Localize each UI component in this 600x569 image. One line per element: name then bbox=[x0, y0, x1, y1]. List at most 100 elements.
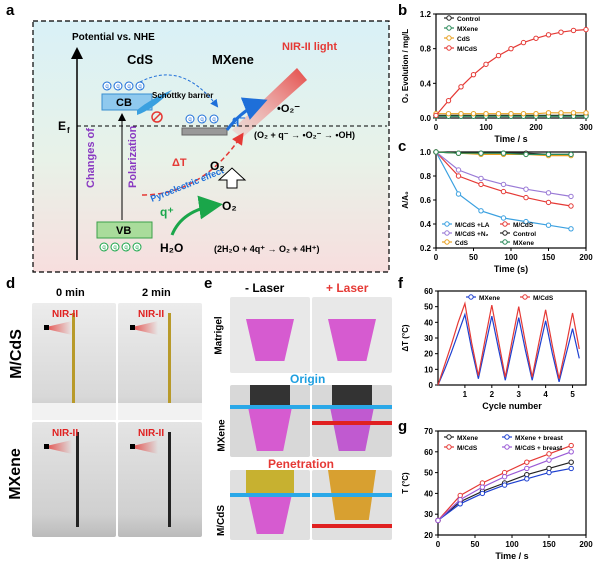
data-point bbox=[568, 193, 574, 200]
photo-mcds-2min: NIR-II bbox=[118, 303, 202, 420]
chart-g: 0 50 100 150 200 20 30 40 50 60 70 Time / s T (°C) MX… bbox=[401, 427, 593, 561]
data-point bbox=[500, 188, 507, 195]
photo-mxene-2min: NIR-II bbox=[118, 422, 202, 537]
panel-label-d: d bbox=[6, 275, 16, 292]
panel-a-diagram: Potential vs. NHE CdS MXene NIR-II light… bbox=[32, 20, 390, 273]
data-point bbox=[570, 27, 577, 34]
legend-marker bbox=[502, 239, 508, 245]
data-point bbox=[520, 110, 527, 117]
data-point bbox=[483, 110, 489, 117]
legend-label: MXene bbox=[457, 26, 478, 33]
x-tick-label: 300 bbox=[579, 123, 593, 132]
data-point bbox=[479, 484, 486, 490]
time-0-label: 0 min bbox=[56, 287, 85, 299]
nir-light-label: NIR-II light bbox=[282, 41, 337, 53]
photo-mxene-0min: NIR-II bbox=[32, 422, 116, 537]
x-tick-label: 200 bbox=[579, 253, 593, 262]
y-tick-label: 20 bbox=[424, 350, 433, 359]
minus-laser-label: - Laser bbox=[245, 281, 285, 295]
svg-text:q: q bbox=[188, 117, 191, 123]
svg-text:q: q bbox=[105, 84, 108, 90]
data-point bbox=[495, 52, 502, 59]
x-tick-label: 50 bbox=[469, 253, 478, 262]
legend-marker bbox=[444, 239, 450, 245]
up-arrow-icon bbox=[217, 167, 247, 189]
svg-text:q: q bbox=[212, 117, 215, 123]
o2-lower-label: O₂ bbox=[222, 199, 237, 213]
eq2-label: (2H₂O + 4q⁺ → O₂ + 4H⁺) bbox=[214, 244, 320, 254]
data-point bbox=[568, 449, 574, 455]
data-point bbox=[479, 490, 486, 497]
mxene-label: MXene bbox=[212, 52, 254, 67]
legend-label: M/CdS bbox=[457, 445, 478, 452]
data-point bbox=[523, 186, 529, 192]
data-point bbox=[568, 459, 574, 465]
legend-label: M/CdS +N₂ bbox=[455, 231, 489, 238]
data-point bbox=[546, 469, 552, 476]
x-tick-label: 150 bbox=[542, 540, 556, 549]
data-point bbox=[455, 150, 462, 156]
data-point bbox=[478, 175, 484, 182]
legend-label: MXene bbox=[479, 295, 500, 302]
legend-marker bbox=[502, 230, 508, 236]
data-point bbox=[478, 150, 484, 156]
x-tick-label: 100 bbox=[505, 540, 519, 549]
data-point bbox=[508, 45, 514, 52]
y-tick-label: 50 bbox=[424, 469, 433, 478]
x-tick-label: 4 bbox=[543, 390, 548, 399]
row-mcds-label: M/CdS bbox=[7, 329, 25, 379]
superoxide-label: •O₂⁻ bbox=[277, 103, 300, 115]
q-plus-label: q⁺ bbox=[160, 205, 174, 219]
o2-upper-label: O₂ bbox=[210, 159, 225, 173]
y-axis-label: A/A₀ bbox=[401, 191, 410, 209]
data-point bbox=[523, 218, 529, 225]
data-point bbox=[524, 465, 530, 472]
panel-label-f: f bbox=[398, 275, 403, 292]
data-point bbox=[533, 35, 539, 41]
data-point bbox=[470, 110, 477, 117]
plot-frame-f bbox=[437, 290, 587, 386]
legend-marker bbox=[446, 35, 452, 41]
x-tick-label: 2 bbox=[490, 390, 495, 399]
panel-a-frame bbox=[32, 20, 390, 273]
nir-label-2: NIR-II bbox=[138, 309, 165, 320]
legend-marker bbox=[504, 434, 510, 440]
series-line bbox=[437, 301, 580, 386]
data-point bbox=[457, 496, 463, 503]
panel-label-b: b bbox=[398, 2, 408, 19]
data-point bbox=[558, 110, 564, 116]
data-point bbox=[546, 457, 552, 463]
legend-label: M/CdS + breast bbox=[515, 445, 563, 452]
changes-label: Changes of bbox=[85, 128, 97, 188]
legend-marker bbox=[502, 221, 508, 227]
x-axis-label: Time / s bbox=[495, 551, 528, 561]
legend-marker bbox=[444, 230, 450, 236]
cds-label: CdS bbox=[127, 52, 153, 67]
tube-mxene-plus bbox=[312, 385, 392, 457]
x-tick-label: 0 bbox=[434, 123, 439, 132]
data-point bbox=[478, 208, 484, 214]
ef-label: E bbox=[58, 119, 66, 133]
tube-mcds-plus bbox=[312, 470, 392, 540]
panel-label-a: a bbox=[6, 2, 15, 19]
tube-matrigel-minus bbox=[230, 297, 310, 373]
svg-text:q: q bbox=[116, 84, 119, 90]
y-tick-label: 40 bbox=[424, 318, 433, 327]
data-point bbox=[568, 203, 574, 209]
vb-band bbox=[96, 221, 153, 239]
vb-label: VB bbox=[116, 225, 131, 237]
chart-b: 0 100 200 300 0.0 0.4 0.8 1.2 Time / s O₂ Evoluti… bbox=[401, 10, 593, 144]
y-tick-label: 40 bbox=[424, 489, 433, 498]
legend-label: M/CdS +LA bbox=[455, 222, 490, 229]
data-point bbox=[501, 482, 508, 488]
data-point bbox=[568, 465, 574, 472]
tube-mcds-minus bbox=[230, 470, 310, 540]
data-point bbox=[568, 226, 574, 232]
y-tick-label: 0.0 bbox=[420, 114, 432, 123]
svg-text:q: q bbox=[135, 245, 138, 251]
data-point bbox=[545, 151, 552, 158]
data-point bbox=[524, 459, 530, 465]
x-tick-label: 3 bbox=[517, 390, 522, 399]
legend-label: MXene bbox=[513, 240, 534, 247]
nir-beam bbox=[232, 68, 307, 138]
